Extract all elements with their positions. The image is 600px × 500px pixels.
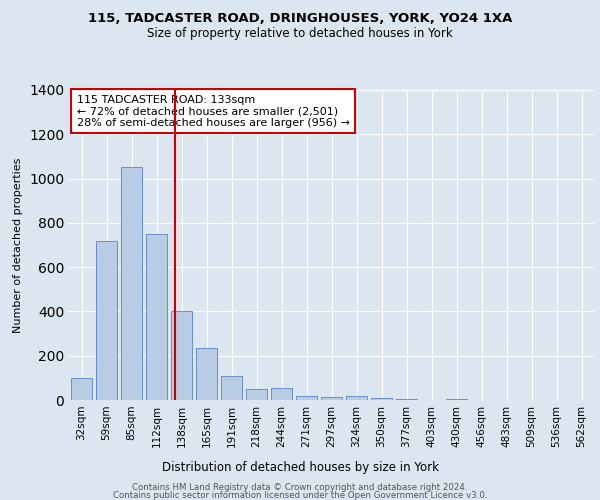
Bar <box>371 398 392 400</box>
Bar <box>246 389 267 400</box>
Bar <box>221 376 242 400</box>
Y-axis label: Number of detached properties: Number of detached properties <box>13 158 23 332</box>
Bar <box>121 168 142 400</box>
Bar <box>446 399 467 400</box>
Bar <box>321 396 342 400</box>
Text: Distribution of detached houses by size in York: Distribution of detached houses by size … <box>161 461 439 474</box>
Text: 115 TADCASTER ROAD: 133sqm
← 72% of detached houses are smaller (2,501)
28% of s: 115 TADCASTER ROAD: 133sqm ← 72% of deta… <box>77 94 350 128</box>
Bar <box>196 348 217 400</box>
Bar <box>71 378 92 400</box>
Text: Size of property relative to detached houses in York: Size of property relative to detached ho… <box>147 28 453 40</box>
Bar <box>296 396 317 400</box>
Bar <box>346 396 367 400</box>
Text: Contains public sector information licensed under the Open Government Licence v3: Contains public sector information licen… <box>113 492 487 500</box>
Bar <box>146 234 167 400</box>
Bar <box>271 388 292 400</box>
Text: Contains HM Land Registry data © Crown copyright and database right 2024.: Contains HM Land Registry data © Crown c… <box>132 483 468 492</box>
Bar <box>171 312 192 400</box>
Bar <box>96 240 117 400</box>
Bar <box>396 399 417 400</box>
Text: 115, TADCASTER ROAD, DRINGHOUSES, YORK, YO24 1XA: 115, TADCASTER ROAD, DRINGHOUSES, YORK, … <box>88 12 512 25</box>
